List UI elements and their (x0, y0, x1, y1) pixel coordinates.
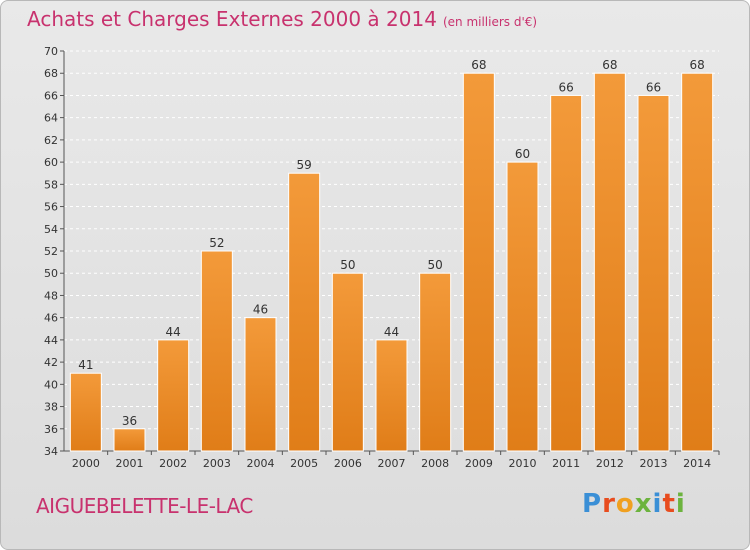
bar (69, 372, 102, 452)
x-tick-label: 2011 (552, 457, 580, 470)
bar (462, 72, 495, 452)
y-tick-label: 40 (44, 378, 58, 391)
bar (288, 172, 321, 452)
bar (419, 272, 452, 452)
data-label: 44 (384, 325, 399, 339)
y-tick-label: 44 (44, 334, 58, 347)
bar (637, 94, 670, 452)
x-tick-label: 2013 (640, 457, 668, 470)
x-tick-label: 2009 (465, 457, 493, 470)
y-tick-label: 66 (44, 89, 58, 102)
x-tick-label: 2001 (116, 457, 144, 470)
y-tick-label: 64 (44, 112, 58, 125)
y-tick-label: 38 (44, 401, 58, 414)
data-label: 36 (122, 414, 137, 428)
data-label: 50 (340, 258, 355, 272)
y-tick-label: 68 (44, 67, 58, 80)
bar (506, 161, 539, 452)
logo-letter: o (615, 489, 635, 519)
y-tick-label: 36 (44, 423, 58, 436)
y-tick-label: 56 (44, 201, 58, 214)
logo-letter: P (582, 489, 603, 519)
y-tick-label: 70 (44, 45, 58, 58)
x-tick-label: 2002 (159, 457, 187, 470)
x-tick-label: 2005 (290, 457, 318, 470)
unit-text: (en milliers d'€) (442, 15, 538, 29)
bar (550, 94, 583, 452)
y-tick-label: 54 (44, 223, 58, 236)
x-tick-label: 2000 (72, 457, 100, 470)
bar (681, 72, 714, 452)
data-label: 44 (166, 325, 181, 339)
y-tick-label: 48 (44, 289, 58, 302)
x-tick-label: 2006 (334, 457, 362, 470)
data-label: 68 (602, 58, 617, 72)
y-tick-label: 50 (44, 267, 58, 280)
bar (113, 428, 146, 452)
data-label: 66 (646, 80, 661, 94)
title-text: Achats et Charges Externes 2000 à 2014 (27, 7, 437, 31)
logo-letter: r (602, 489, 616, 519)
x-tick-label: 2014 (683, 457, 711, 470)
proxiti-logo: Proxiti (582, 489, 686, 519)
y-tick-label: 58 (44, 178, 58, 191)
chart-title: Achats et Charges Externes 2000 à 2014 (e… (27, 7, 537, 31)
data-label: 41 (78, 358, 93, 372)
x-tick-label: 2004 (247, 457, 275, 470)
bar (331, 272, 364, 452)
bar (244, 317, 277, 452)
y-tick-label: 62 (44, 134, 58, 147)
logo-letter: i (675, 489, 686, 519)
y-tick-label: 42 (44, 356, 58, 369)
data-label: 68 (690, 58, 705, 72)
data-label: 46 (253, 303, 268, 317)
x-tick-label: 2003 (203, 457, 231, 470)
data-label: 50 (428, 258, 443, 272)
logo-letter: x (634, 489, 653, 519)
y-tick-label: 52 (44, 245, 58, 258)
y-tick-label: 46 (44, 312, 58, 325)
logo-letter: t (662, 489, 676, 519)
y-tick-label: 34 (44, 445, 58, 458)
bar (593, 72, 626, 452)
data-label: 60 (515, 147, 530, 161)
logo-letter: i (652, 489, 663, 519)
x-tick-label: 2010 (509, 457, 537, 470)
data-label: 66 (559, 80, 574, 94)
x-tick-label: 2008 (421, 457, 449, 470)
location-label: AIGUEBELETTE-LE-LAC (36, 494, 253, 518)
data-label: 52 (209, 236, 224, 250)
data-label: 59 (297, 158, 312, 172)
bar (157, 339, 190, 452)
data-label: 68 (471, 58, 486, 72)
bar (200, 250, 233, 452)
y-tick-label: 60 (44, 156, 58, 169)
x-tick-label: 2007 (378, 457, 406, 470)
x-tick-label: 2012 (596, 457, 624, 470)
bar (375, 339, 408, 452)
